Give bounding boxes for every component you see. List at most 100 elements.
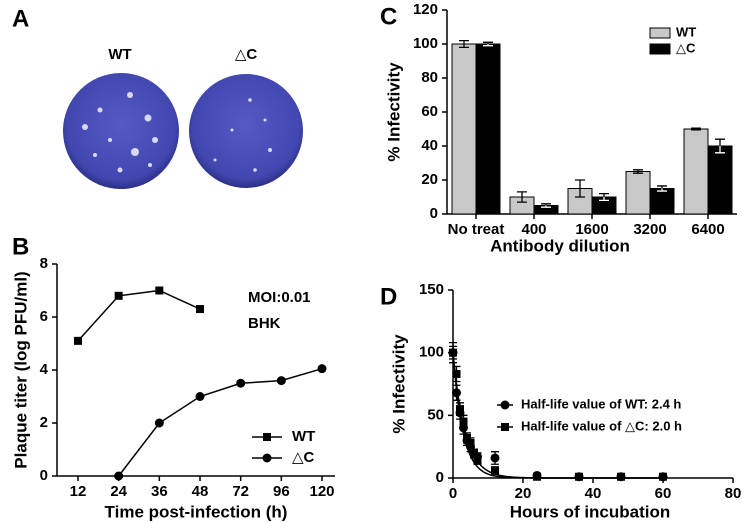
x-tick-label: 36: [151, 483, 168, 500]
y-tick-label: 4: [40, 361, 49, 378]
error-bar-top: [483, 41, 493, 44]
y-tick-label: 50: [427, 406, 444, 423]
marker: [466, 438, 475, 447]
bar: [707, 145, 733, 215]
marker: [459, 417, 468, 426]
marker: [449, 348, 457, 357]
y-tick-label: 60: [421, 103, 438, 120]
panel-label: D: [380, 283, 397, 310]
y-tick-label: 120: [413, 1, 438, 18]
y-tick-label: 0: [436, 469, 444, 486]
bar: [451, 43, 477, 215]
marker: [470, 448, 478, 457]
marker: [276, 376, 286, 386]
bar: [625, 171, 651, 215]
legend-label: WT: [676, 24, 696, 39]
x-tick-label: 24: [110, 483, 127, 500]
y-tick-label: 8: [40, 255, 48, 272]
x-tick-label: 72: [232, 483, 249, 500]
marker: [262, 453, 272, 463]
x-tick-label: No treat: [448, 221, 505, 238]
error-bar-top: [715, 138, 725, 146]
y-tick-label: 40: [421, 137, 438, 154]
marker: [114, 291, 123, 300]
legend-swatch: [649, 43, 671, 55]
error-bar: [575, 179, 585, 198]
plate-wt: [63, 73, 179, 189]
error-bar: [633, 169, 643, 174]
error-bar: [691, 127, 701, 131]
marker: [154, 418, 164, 428]
marker: [533, 472, 541, 481]
y-tick-label: 20: [421, 171, 438, 188]
x-tick-label: 120: [309, 483, 334, 500]
y-axis-label: Plaque titer (log PFU/ml): [11, 271, 30, 468]
y-tick-label: 100: [413, 35, 438, 52]
bar: [683, 128, 709, 215]
marker: [317, 364, 327, 374]
annotation: BHK: [248, 315, 281, 332]
marker: [456, 405, 464, 414]
marker: [490, 453, 500, 463]
annotation: MOI:0.01: [248, 289, 311, 306]
y-tick-label: 100: [419, 344, 444, 361]
x-axis-label: Antibody dilution: [490, 236, 630, 255]
plate-label: WT: [108, 46, 131, 63]
error-bar: [459, 39, 469, 49]
marker: [473, 456, 482, 465]
x-axis-label: Hours of incubation: [510, 502, 671, 521]
marker: [195, 392, 205, 401]
y-tick-label: 80: [421, 69, 438, 86]
marker: [196, 305, 204, 314]
line: [77, 289, 201, 342]
legend-label: △C: [676, 40, 696, 55]
error-bar-top: [599, 192, 609, 197]
y-tick-label: 6: [40, 308, 48, 325]
marker: [501, 423, 509, 431]
fit-curve: [452, 352, 663, 479]
plate-dc: [189, 74, 303, 188]
y-tick-label: 0: [40, 467, 48, 484]
error-bar-top: [657, 185, 667, 189]
y-axis-label: % Infectivity: [384, 62, 403, 162]
marker: [74, 336, 82, 345]
marker: [236, 378, 246, 388]
marker: [500, 400, 510, 410]
x-tick-label: 20: [515, 485, 532, 502]
x-tick-label: 12: [70, 483, 87, 500]
y-tick-label: 0: [430, 205, 438, 222]
marker: [114, 471, 124, 481]
y-tick-label: 150: [419, 281, 444, 298]
legend-label: WT: [292, 428, 315, 445]
marker: [452, 369, 461, 378]
x-tick-label: 80: [725, 485, 742, 502]
x-tick-label: 60: [655, 485, 672, 502]
bar: [475, 43, 501, 215]
x-tick-label: 1600: [575, 221, 608, 238]
x-axis-label: Time post-infection (h): [105, 502, 288, 521]
marker: [155, 286, 164, 295]
fit-curve: [452, 352, 663, 479]
x-tick-label: 96: [273, 483, 290, 500]
plate-label: △C: [235, 46, 258, 63]
marker: [575, 472, 583, 481]
legend-label: Half-life value of △C: 2.0 h: [521, 418, 682, 433]
marker: [491, 466, 499, 475]
panel-label: C: [380, 3, 397, 30]
y-tick-label: 2: [40, 414, 48, 431]
x-tick-label: 400: [521, 221, 546, 238]
x-tick-label: 48: [192, 483, 209, 500]
y-axis-label: % Infectivity: [389, 334, 408, 434]
marker: [263, 433, 271, 441]
x-tick-label: 3200: [633, 221, 666, 238]
line: [118, 367, 323, 477]
x-tick-label: 6400: [691, 221, 724, 238]
bar: [649, 188, 675, 215]
x-tick-label: 0: [449, 485, 457, 502]
legend-swatch: [649, 27, 671, 39]
x-tick-label: 40: [585, 485, 602, 502]
error-bar-top: [541, 203, 551, 206]
marker: [659, 472, 667, 481]
marker: [617, 472, 625, 481]
